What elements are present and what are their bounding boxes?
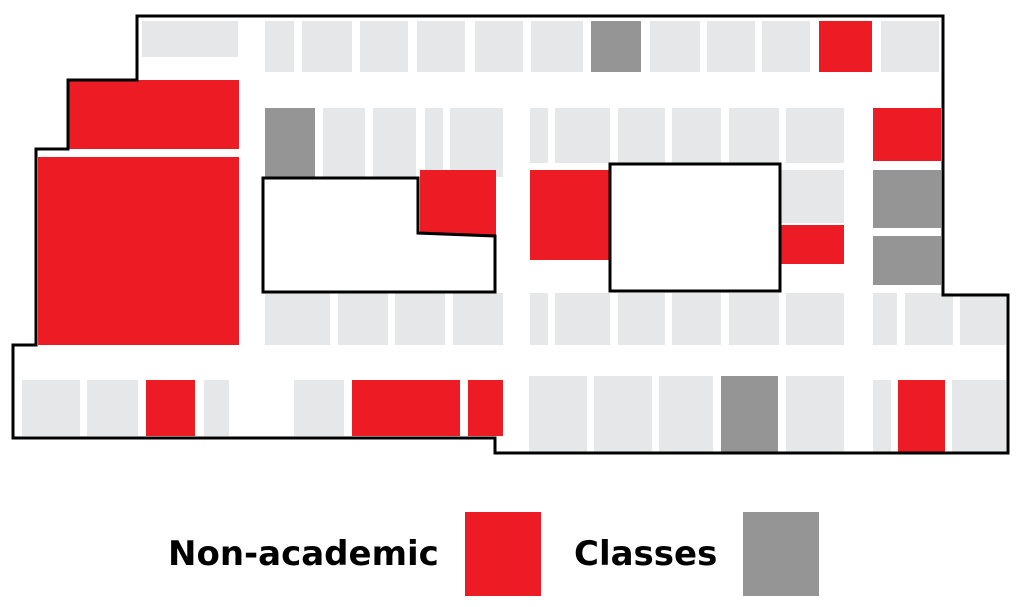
courtyard-left xyxy=(261,176,497,294)
room-23 xyxy=(618,108,665,163)
room-55 xyxy=(594,376,652,452)
room-51 xyxy=(294,380,344,436)
room-35 xyxy=(338,293,388,345)
non-academic-room-29 xyxy=(530,170,610,260)
room-41 xyxy=(672,293,721,345)
room-47 xyxy=(22,380,80,436)
courtyard-right xyxy=(608,162,782,293)
room-19 xyxy=(425,108,443,177)
room-37 xyxy=(453,293,503,345)
room-18 xyxy=(373,108,416,177)
room-5 xyxy=(417,21,465,72)
room-59 xyxy=(873,380,891,452)
non-academic-room-28 xyxy=(420,170,496,236)
class-room-16 xyxy=(265,108,315,177)
room-17 xyxy=(323,108,365,177)
non-academic-room-53 xyxy=(468,380,503,436)
room-13 xyxy=(881,21,939,72)
legend-non-academic: Non-academic xyxy=(168,512,541,596)
non-academic-room-15 xyxy=(38,157,239,345)
room-1 xyxy=(142,21,238,57)
room-6 xyxy=(475,21,523,72)
room-44 xyxy=(873,293,897,345)
building-outline xyxy=(11,14,1010,455)
room-38 xyxy=(530,293,548,345)
class-room-33 xyxy=(873,236,941,285)
room-39 xyxy=(555,293,610,345)
rooms-layer xyxy=(22,21,1006,452)
courtyards-layer xyxy=(261,162,782,294)
room-43 xyxy=(786,293,844,345)
floor-plan xyxy=(11,14,1010,455)
room-3 xyxy=(302,21,352,72)
room-21 xyxy=(530,108,548,163)
class-room-32 xyxy=(873,170,941,228)
room-56 xyxy=(659,376,713,452)
room-34 xyxy=(265,293,330,345)
room-46 xyxy=(960,293,1006,345)
non-academic-room-12 xyxy=(819,21,872,72)
non-academic-room-60 xyxy=(898,380,945,452)
room-25 xyxy=(729,108,779,163)
room-20 xyxy=(450,108,503,177)
legend-classes-swatch xyxy=(743,512,820,596)
room-7 xyxy=(531,21,583,72)
room-2 xyxy=(265,21,294,72)
room-30 xyxy=(781,170,844,223)
class-room-57 xyxy=(721,376,778,452)
room-11 xyxy=(762,21,810,72)
room-48 xyxy=(87,380,138,436)
room-45 xyxy=(905,293,953,345)
legend-non-academic-swatch xyxy=(464,512,541,596)
legend-non-academic-label: Non-academic xyxy=(168,534,439,574)
room-26 xyxy=(786,108,844,163)
room-22 xyxy=(555,108,610,163)
non-academic-room-49 xyxy=(146,380,195,436)
room-40 xyxy=(618,293,665,345)
room-24 xyxy=(672,108,721,163)
wing-divider xyxy=(62,151,240,155)
legend-classes-label: Classes xyxy=(574,534,718,574)
legend-classes: Classes xyxy=(574,512,820,596)
room-61 xyxy=(952,380,1006,452)
room-10 xyxy=(707,21,755,72)
room-54 xyxy=(529,376,587,452)
room-36 xyxy=(395,293,445,345)
room-58 xyxy=(786,376,844,452)
room-50 xyxy=(204,380,229,436)
non-academic-room-31 xyxy=(781,225,844,264)
non-academic-room-27 xyxy=(873,108,941,161)
room-42 xyxy=(729,293,779,345)
non-academic-room-52 xyxy=(352,380,460,436)
room-9 xyxy=(650,21,700,72)
class-room-8 xyxy=(591,21,641,72)
non-academic-room-14 xyxy=(69,80,239,149)
room-4 xyxy=(360,21,408,72)
